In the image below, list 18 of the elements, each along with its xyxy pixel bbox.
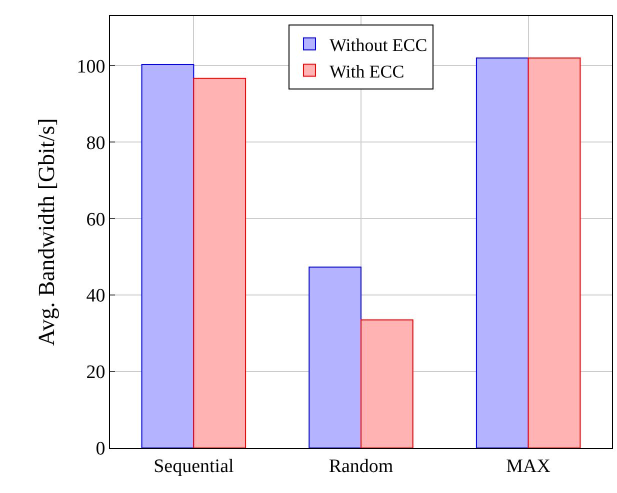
bar [528,58,581,448]
x-tick-label: Sequential [154,456,234,477]
y-tick-label: 20 [86,362,106,384]
y-tick-label: 0 [96,438,106,460]
bar [141,64,194,448]
y-tick-label: 60 [86,209,106,230]
y-tick-label: 80 [86,132,106,154]
bar [476,58,529,448]
legend-label: With ECC [330,61,404,82]
y-axis-title: Avg. Bandwidth [Gbit/s] [34,118,60,346]
bar [360,319,414,448]
legend-label: Without ECC [330,34,428,55]
x-tick-label: MAX [506,456,551,477]
y-tick-label: 40 [86,286,106,307]
bar [193,78,246,448]
bar [308,266,362,448]
x-tick-label: Random [328,456,394,477]
y-tick-label: 100 [76,56,106,78]
